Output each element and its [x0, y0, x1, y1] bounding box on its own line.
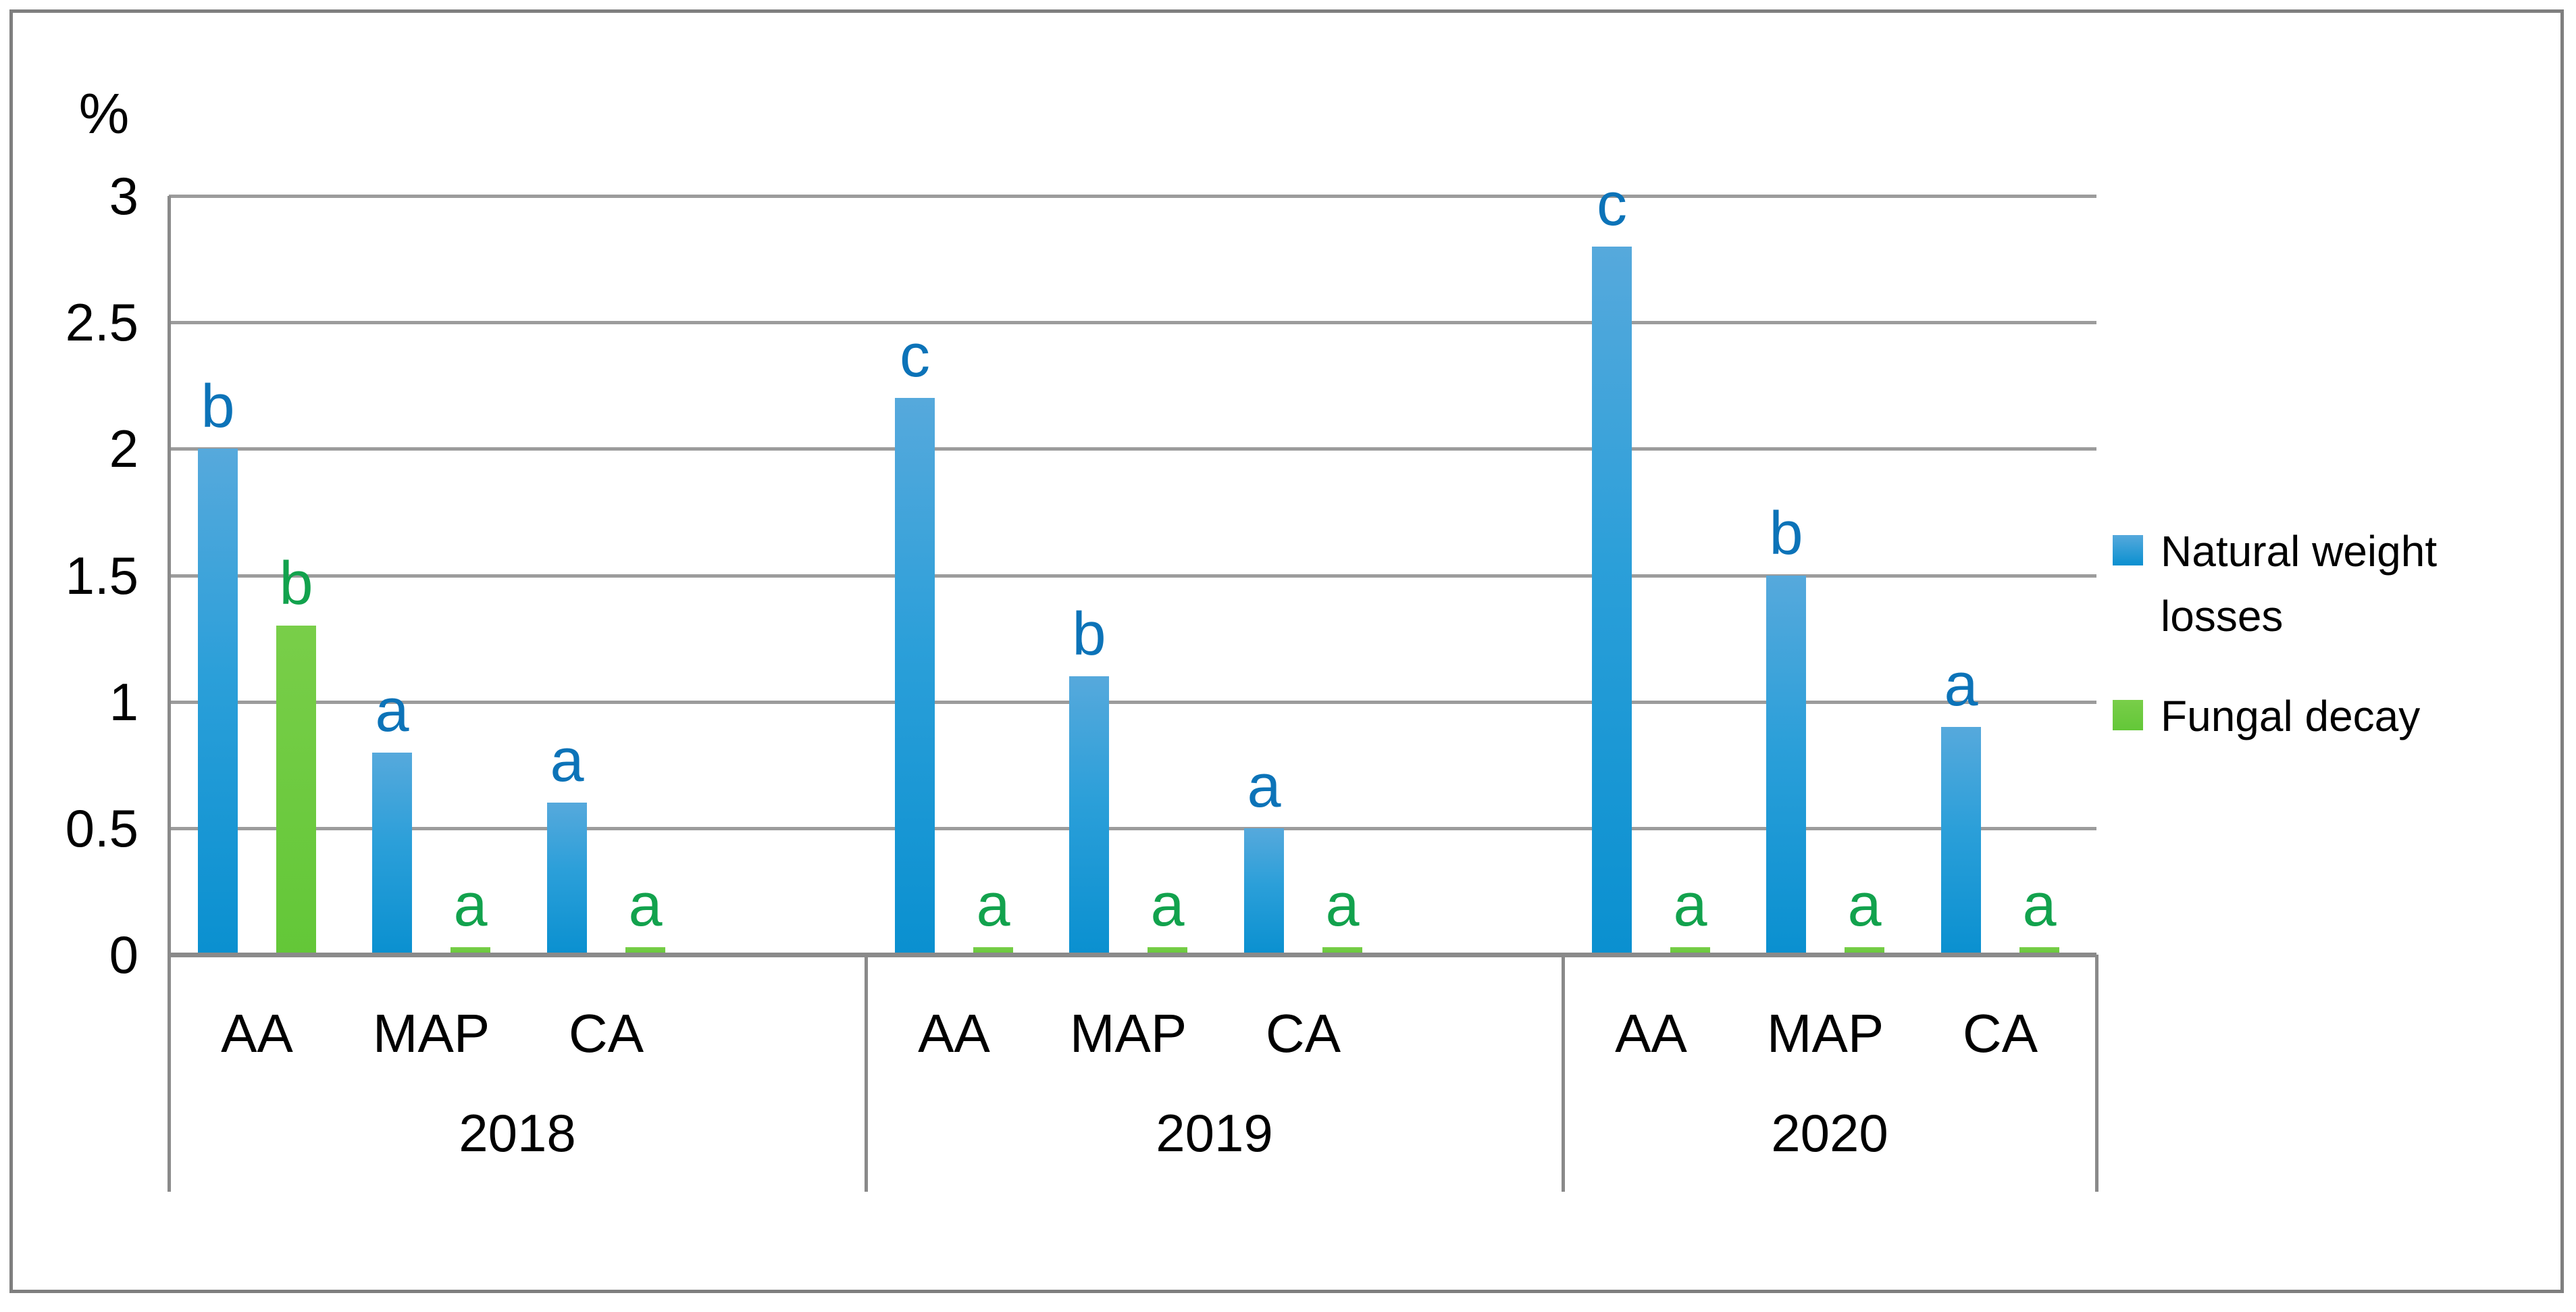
- y-axis-tick-label: 0: [109, 925, 138, 984]
- gridline: [169, 195, 2096, 198]
- gridline: [169, 826, 2096, 830]
- year-label: 2019: [1156, 1103, 1273, 1163]
- category-label: AA: [221, 1003, 293, 1063]
- significance-letter: a: [2022, 871, 2057, 939]
- bar-fungal-decay: [450, 947, 490, 955]
- bar-natural-weight-losses: [1069, 676, 1109, 955]
- significance-letter: a: [1847, 871, 1882, 939]
- bar-fungal-decay: [1322, 947, 1362, 955]
- gridline: [169, 321, 2096, 325]
- bar-fungal-decay: [2019, 947, 2059, 955]
- category-label: MAP: [372, 1003, 490, 1063]
- gridline: [169, 700, 2096, 704]
- category-label: CA: [1962, 1003, 2038, 1063]
- significance-letter: b: [1072, 601, 1106, 669]
- bar-fungal-decay: [1148, 947, 1187, 955]
- significance-letter: b: [201, 373, 235, 441]
- y-axis-tick-label: 2: [109, 419, 138, 479]
- category-label: MAP: [1069, 1003, 1187, 1063]
- bar-natural-weight-losses: [1244, 828, 1284, 955]
- category-label: AA: [1615, 1003, 1687, 1063]
- bar-fungal-decay: [276, 626, 316, 955]
- significance-letter: b: [279, 550, 313, 618]
- chart-legend: Natural weight losses Fungal decay: [2113, 519, 2558, 784]
- category-label: MAP: [1766, 1003, 1884, 1063]
- legend-swatch-natural-weight-losses: [2113, 535, 2143, 565]
- year-group-divider: [865, 955, 868, 1192]
- gridline: [169, 447, 2096, 451]
- legend-label: Fungal decay: [2161, 692, 2421, 740]
- gridline: [169, 574, 2096, 578]
- legend-swatch-fungal-decay: [2113, 700, 2143, 730]
- bar-natural-weight-losses: [547, 803, 587, 955]
- significance-letter: a: [1247, 752, 1281, 820]
- year-group-divider: [1562, 955, 1565, 1192]
- bar-natural-weight-losses: [1941, 727, 1981, 955]
- x-axis-line: [169, 953, 2096, 957]
- category-label: CA: [1265, 1003, 1341, 1063]
- category-label: AA: [918, 1003, 990, 1063]
- y-axis-tick-label: 3: [109, 166, 138, 226]
- significance-letter: c: [1597, 170, 1627, 238]
- legend-entry: Natural weight losses: [2113, 519, 2558, 649]
- y-axis-tick-label: 0.5: [65, 798, 138, 858]
- chart-outer-border: [9, 9, 2564, 1293]
- bar-natural-weight-losses: [1592, 246, 1632, 955]
- category-label: CA: [568, 1003, 644, 1063]
- significance-letter: a: [976, 871, 1010, 939]
- y-axis-line: [168, 196, 171, 1192]
- year-label: 2018: [459, 1103, 576, 1163]
- bar-natural-weight-losses: [198, 449, 238, 955]
- y-axis-tick-label: 1: [109, 672, 138, 732]
- bar-fungal-decay: [1845, 947, 1884, 955]
- significance-letter: c: [900, 322, 930, 390]
- year-label: 2020: [1771, 1103, 1888, 1163]
- year-group-divider: [2095, 955, 2098, 1192]
- significance-letter: a: [1944, 651, 1978, 720]
- significance-letter: a: [1150, 871, 1185, 939]
- bar-natural-weight-losses: [1766, 575, 1806, 955]
- significance-letter: a: [1325, 871, 1360, 939]
- y-axis-unit-label: %: [78, 82, 130, 145]
- bar-natural-weight-losses: [372, 752, 412, 955]
- y-axis-tick-label: 1.5: [65, 545, 138, 605]
- significance-letter: a: [1673, 871, 1707, 939]
- significance-letter: a: [453, 871, 488, 939]
- significance-letter: b: [1769, 499, 1803, 567]
- legend-label: Natural weight losses: [2161, 527, 2438, 640]
- legend-entry: Fungal decay: [2113, 684, 2558, 749]
- bar-fungal-decay: [973, 947, 1013, 955]
- significance-letter: a: [628, 871, 663, 939]
- significance-letter: a: [550, 727, 584, 795]
- bar-fungal-decay: [1670, 947, 1710, 955]
- bar-natural-weight-losses: [895, 398, 935, 955]
- bar-fungal-decay: [625, 947, 665, 955]
- y-axis-tick-label: 2.5: [65, 293, 138, 353]
- significance-letter: a: [375, 676, 409, 745]
